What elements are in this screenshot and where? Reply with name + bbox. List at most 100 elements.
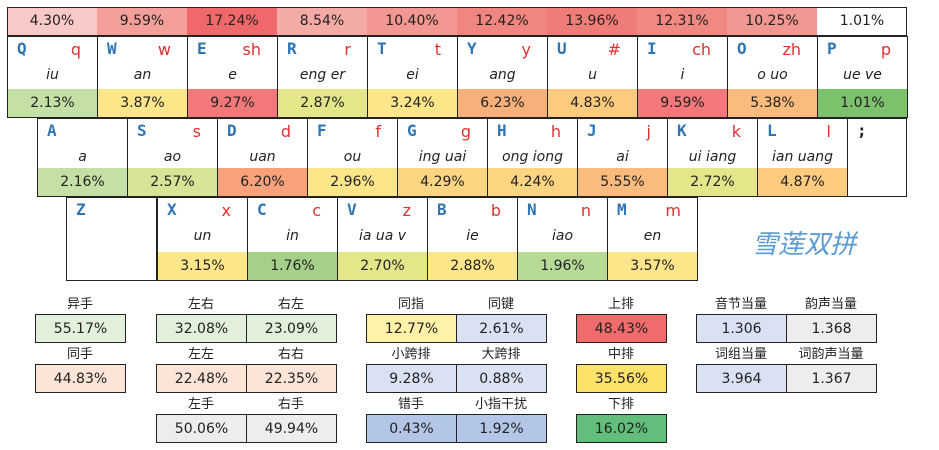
stat-label-cizu: 词组当量 bbox=[714, 347, 767, 362]
key-frequency: 9.59% bbox=[638, 89, 727, 117]
key-initial: s bbox=[192, 122, 201, 141]
key-finals: eng er bbox=[299, 67, 346, 83]
key-initial: q bbox=[70, 40, 81, 59]
key-finals: uan bbox=[249, 149, 276, 165]
key-letter: E bbox=[197, 39, 207, 58]
stat-label-zuoyou: 左右 bbox=[187, 297, 214, 312]
key-letter: C bbox=[257, 200, 267, 219]
stat-value-ciyunsheng: 1.367 bbox=[786, 364, 877, 393]
stat-label-cuoshou: 错手 bbox=[397, 397, 424, 412]
key-frequency: 2.88% bbox=[428, 252, 517, 280]
key-initial: m bbox=[665, 201, 681, 220]
key-finals: i bbox=[680, 67, 685, 83]
key-letter: U bbox=[557, 39, 567, 58]
key-letter: Z bbox=[76, 200, 86, 219]
key-finals: iao bbox=[551, 228, 574, 244]
key-initial: f bbox=[375, 122, 381, 141]
stat-value-cuoshou: 0.43% bbox=[366, 414, 457, 443]
key-initial: c bbox=[312, 201, 321, 220]
key-finals: ia ua v bbox=[358, 228, 407, 244]
stat-label-youshou: 右手 bbox=[277, 397, 304, 412]
key-letter: I bbox=[647, 39, 657, 58]
key-frequency: 2.96% bbox=[308, 168, 397, 196]
key-frequency: 2.57% bbox=[128, 168, 217, 196]
key-letter: T bbox=[377, 39, 387, 58]
key-finals: en bbox=[643, 228, 662, 244]
key-initial: g bbox=[460, 122, 471, 141]
finger-frequency-cell: 10.40% bbox=[367, 7, 458, 35]
key-initial: k bbox=[731, 122, 741, 141]
stat-value-xiaokuapai: 9.28% bbox=[366, 364, 457, 393]
stat-value-xiaozhi: 1.92% bbox=[456, 414, 547, 443]
key-finals: ui iang bbox=[688, 149, 737, 165]
key-u[interactable]: U # u 4.83% bbox=[547, 36, 638, 118]
key-frequency: 4.87% bbox=[758, 168, 847, 196]
key-initial: d bbox=[280, 122, 291, 141]
key-initial: z bbox=[402, 201, 411, 220]
key-finals: o uo bbox=[757, 67, 788, 83]
stat-value-tongshou: 44.83% bbox=[35, 364, 126, 393]
key-finals: ian uang bbox=[771, 149, 833, 165]
key-letter: R bbox=[287, 39, 297, 58]
key-letter: X bbox=[167, 200, 177, 219]
finger-frequency-cell: 8.54% bbox=[277, 7, 368, 35]
key-z[interactable]: Z bbox=[66, 197, 157, 281]
stat-label-tongjian: 同键 bbox=[487, 297, 514, 312]
key-frequency: 3.87% bbox=[98, 89, 187, 117]
finger-frequency-cell: 12.31% bbox=[637, 7, 728, 35]
stat-value-xiapai: 16.02% bbox=[576, 414, 667, 443]
key-initial: h bbox=[550, 122, 561, 141]
stat-label-xiaozhi: 小指干扰 bbox=[474, 397, 527, 412]
key-finals: in bbox=[286, 228, 299, 244]
key-letter: Q bbox=[17, 39, 27, 58]
key-frequency: 1.76% bbox=[248, 252, 337, 280]
key-frequency: 4.83% bbox=[548, 89, 637, 117]
stat-label-ciyunsheng: 词韵声当量 bbox=[798, 347, 864, 362]
stat-value-zhongpai: 35.56% bbox=[576, 364, 667, 393]
key-frequency: 3.15% bbox=[158, 252, 247, 280]
key-frequency: 2.16% bbox=[38, 168, 127, 196]
stat-label-dakuapai: 大跨排 bbox=[481, 347, 521, 362]
key-frequency: 2.13% bbox=[8, 89, 97, 117]
key-frequency: 4.29% bbox=[398, 168, 487, 196]
key-letter: H bbox=[497, 121, 507, 140]
key-frequency: 2.72% bbox=[668, 168, 757, 196]
key-letter: A bbox=[47, 121, 57, 140]
key-frequency: 6.20% bbox=[218, 168, 307, 196]
key-frequency: 2.70% bbox=[338, 252, 427, 280]
stat-label-youyou: 右右 bbox=[277, 347, 304, 362]
finger-frequency-cell: 9.59% bbox=[97, 7, 188, 35]
stat-label-xiapai: 下排 bbox=[607, 397, 634, 412]
stat-label-youzuo: 右左 bbox=[277, 297, 304, 312]
key-letter: F bbox=[317, 121, 327, 140]
key-semicolon[interactable]: ; bbox=[847, 118, 907, 197]
stat-label-zuozuo: 左左 bbox=[187, 347, 214, 362]
key-initial: ch bbox=[692, 40, 711, 59]
key-initial: t bbox=[434, 40, 441, 59]
stat-value-dakuapai: 0.88% bbox=[456, 364, 547, 393]
